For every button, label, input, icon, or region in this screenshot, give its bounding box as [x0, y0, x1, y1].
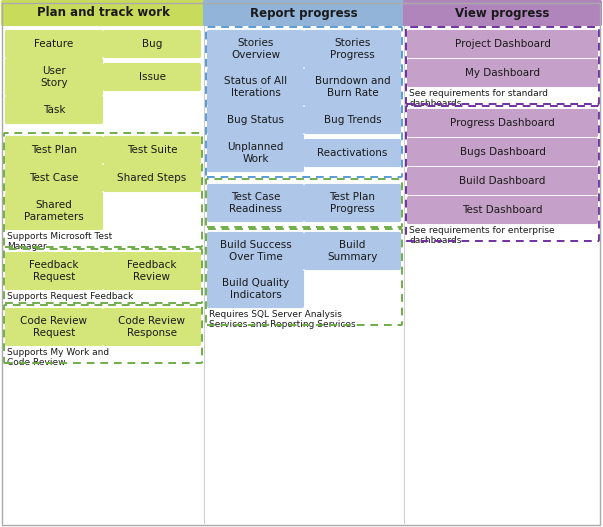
Text: See requirements for enterprise
dashboards: See requirements for enterprise dashboar…	[409, 226, 555, 246]
FancyBboxPatch shape	[305, 106, 400, 133]
FancyBboxPatch shape	[1, 1, 204, 25]
FancyBboxPatch shape	[305, 232, 400, 269]
FancyBboxPatch shape	[104, 164, 201, 191]
FancyBboxPatch shape	[104, 308, 201, 346]
FancyBboxPatch shape	[104, 136, 201, 163]
Text: Status of All
Iterations: Status of All Iterations	[224, 76, 287, 98]
Text: Test Case
Readiness: Test Case Readiness	[229, 192, 282, 214]
FancyBboxPatch shape	[207, 134, 303, 171]
FancyBboxPatch shape	[305, 69, 400, 105]
FancyBboxPatch shape	[104, 63, 201, 91]
Text: Feedback
Review: Feedback Review	[127, 260, 177, 282]
FancyBboxPatch shape	[207, 69, 303, 105]
Text: My Dashboard: My Dashboard	[465, 68, 540, 78]
FancyBboxPatch shape	[207, 232, 303, 269]
Text: Build
Summary: Build Summary	[327, 240, 377, 262]
Text: Reactivations: Reactivations	[317, 148, 388, 158]
Text: Plan and track work: Plan and track work	[37, 6, 169, 19]
Text: Issue: Issue	[139, 72, 165, 82]
FancyBboxPatch shape	[408, 60, 598, 86]
FancyBboxPatch shape	[5, 58, 103, 95]
FancyBboxPatch shape	[5, 252, 103, 289]
Text: Bug: Bug	[142, 39, 162, 49]
Text: Shared Steps: Shared Steps	[118, 173, 186, 183]
FancyBboxPatch shape	[408, 168, 598, 194]
FancyBboxPatch shape	[305, 31, 400, 67]
Text: Progress Dashboard: Progress Dashboard	[450, 118, 555, 128]
FancyBboxPatch shape	[5, 164, 103, 191]
Text: Build Dashboard: Build Dashboard	[459, 176, 546, 186]
FancyBboxPatch shape	[5, 31, 103, 57]
Text: Build Quality
Indicators: Build Quality Indicators	[222, 278, 289, 300]
Text: Bug Status: Bug Status	[227, 115, 284, 125]
FancyBboxPatch shape	[104, 31, 201, 57]
Text: Test Case: Test Case	[30, 173, 78, 183]
Text: Feature: Feature	[34, 39, 74, 49]
Text: Build Success
Over Time: Build Success Over Time	[219, 240, 291, 262]
Text: Supports Microsoft Test
Manager: Supports Microsoft Test Manager	[7, 232, 112, 251]
Text: Test Plan: Test Plan	[31, 145, 77, 155]
FancyBboxPatch shape	[5, 308, 103, 346]
FancyBboxPatch shape	[408, 139, 598, 165]
FancyBboxPatch shape	[305, 184, 400, 221]
FancyBboxPatch shape	[104, 252, 201, 289]
Text: Stories
Overview: Stories Overview	[231, 38, 280, 60]
FancyBboxPatch shape	[203, 1, 405, 25]
Text: Test Dashboard: Test Dashboard	[463, 205, 543, 215]
Text: Requires SQL Server Analysis
Services and Reporting Services: Requires SQL Server Analysis Services an…	[209, 310, 356, 329]
Text: Shared
Parameters: Shared Parameters	[24, 200, 84, 222]
Text: User
Story: User Story	[40, 66, 68, 88]
FancyBboxPatch shape	[403, 1, 602, 25]
FancyBboxPatch shape	[207, 31, 303, 67]
FancyBboxPatch shape	[207, 106, 303, 133]
Text: Task: Task	[43, 105, 65, 115]
Text: Unplanned
Work: Unplanned Work	[227, 142, 283, 164]
FancyBboxPatch shape	[305, 140, 400, 167]
FancyBboxPatch shape	[207, 184, 303, 221]
Text: Bug Trends: Bug Trends	[324, 115, 381, 125]
Text: Bugs Dashboard: Bugs Dashboard	[459, 147, 546, 157]
Text: Supports My Work and
Code Review: Supports My Work and Code Review	[7, 348, 109, 367]
FancyBboxPatch shape	[5, 96, 103, 123]
FancyBboxPatch shape	[408, 110, 598, 136]
Text: Test Plan
Progress: Test Plan Progress	[329, 192, 376, 214]
Text: See requirements for standard
dashboards: See requirements for standard dashboards	[409, 89, 548, 109]
FancyBboxPatch shape	[207, 270, 303, 307]
Text: Stories
Progress: Stories Progress	[330, 38, 375, 60]
Text: Feedback
Request: Feedback Request	[30, 260, 79, 282]
Text: Burndown and
Burn Rate: Burndown and Burn Rate	[315, 76, 390, 98]
Text: Code Review
Response: Code Review Response	[119, 316, 186, 338]
Text: Code Review
Request: Code Review Request	[21, 316, 87, 338]
Text: Test Suite: Test Suite	[127, 145, 177, 155]
FancyBboxPatch shape	[5, 136, 103, 163]
Text: Project Dashboard: Project Dashboard	[455, 39, 551, 49]
FancyBboxPatch shape	[408, 31, 598, 57]
FancyBboxPatch shape	[5, 192, 103, 229]
Text: Supports Request Feedback: Supports Request Feedback	[7, 292, 133, 301]
Text: View progress: View progress	[455, 6, 550, 19]
Text: Report progress: Report progress	[250, 6, 358, 19]
FancyBboxPatch shape	[408, 197, 598, 223]
